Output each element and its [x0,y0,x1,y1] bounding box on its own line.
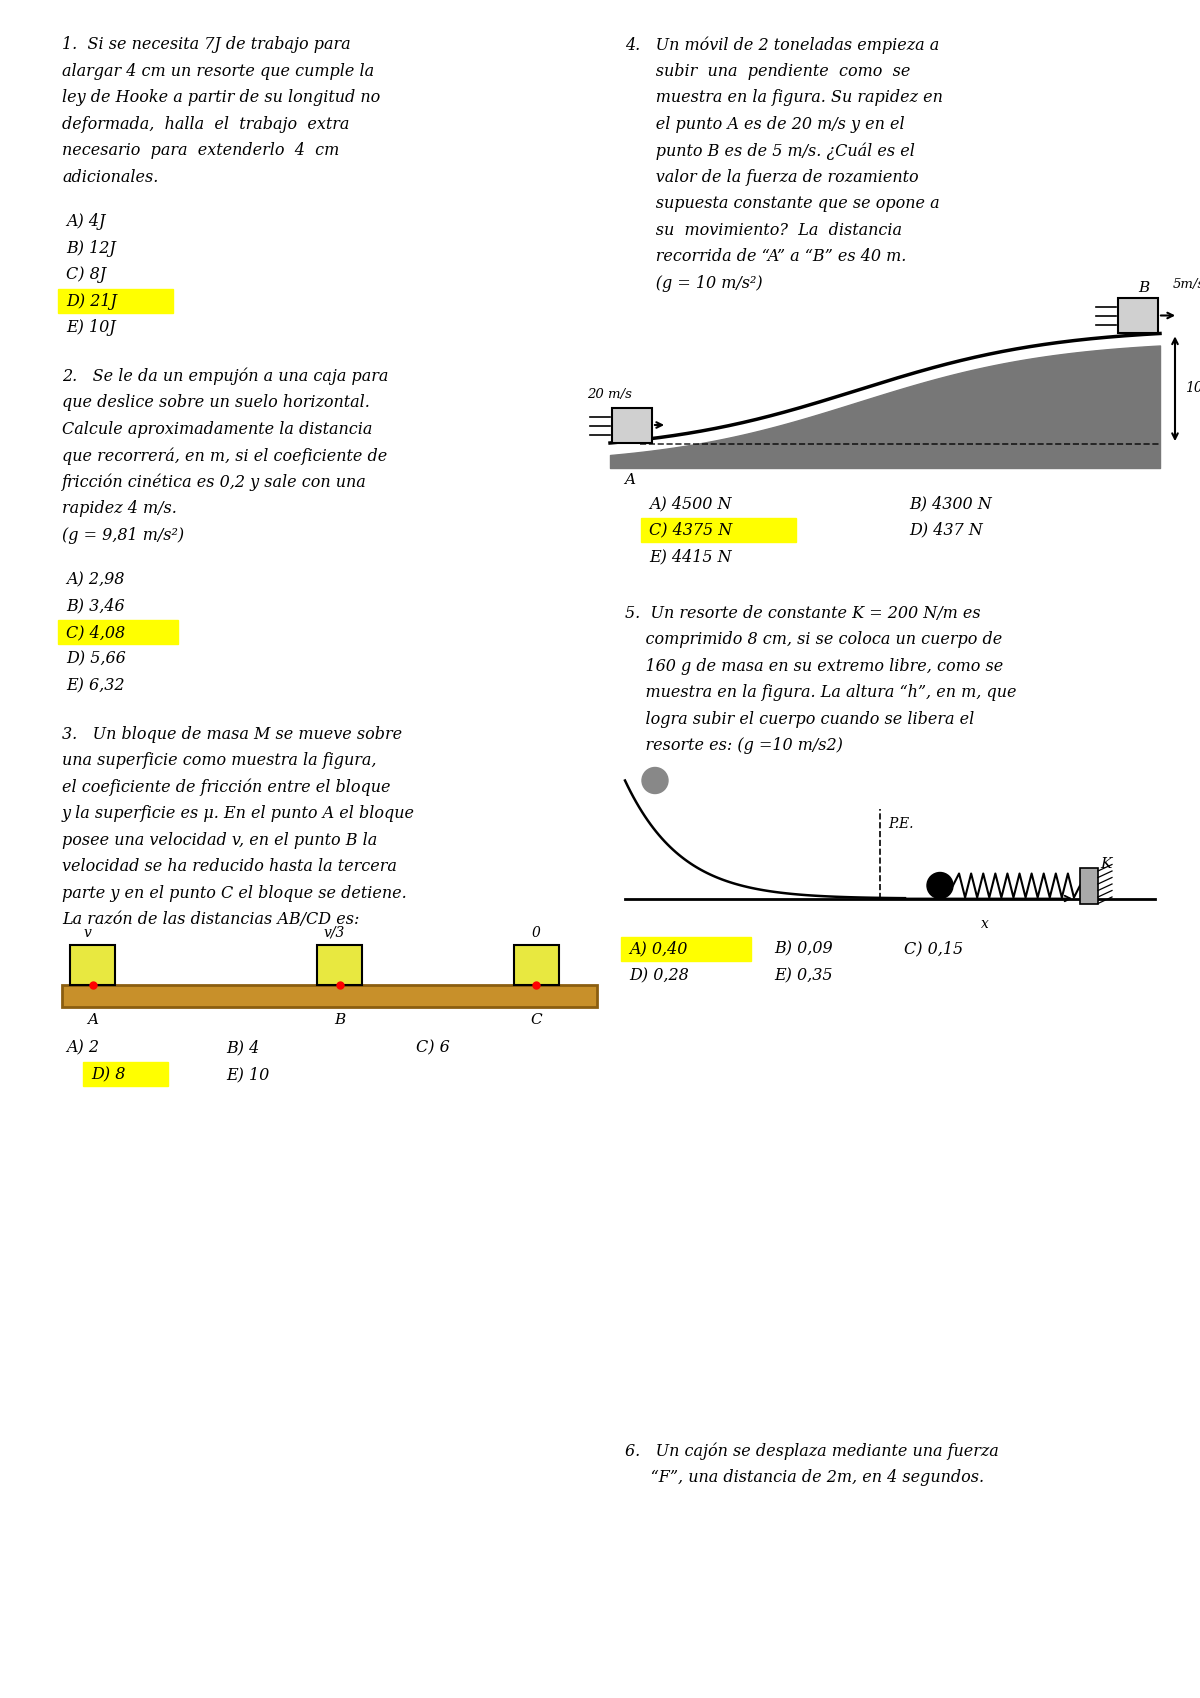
Text: La razón de las distancias AB/CD es:: La razón de las distancias AB/CD es: [62,912,359,929]
Text: A) 0,40: A) 0,40 [629,941,688,958]
FancyBboxPatch shape [622,937,751,961]
FancyBboxPatch shape [641,518,796,542]
Text: deformada,  halla  el  trabajo  extra: deformada, halla el trabajo extra [62,115,349,132]
Text: una superficie como muestra la figura,: una superficie como muestra la figura, [62,752,377,769]
Text: P.E.: P.E. [888,817,913,830]
Circle shape [928,873,953,898]
Text: E) 4415 N: E) 4415 N [649,548,732,565]
FancyBboxPatch shape [58,620,178,644]
Text: A: A [88,1012,98,1027]
Text: parte y en el punto C el bloque se detiene.: parte y en el punto C el bloque se detie… [62,885,407,902]
Text: supuesta constante que se opone a: supuesta constante que se opone a [625,195,940,212]
Text: 3.   Un bloque de masa M se mueve sobre: 3. Un bloque de masa M se mueve sobre [62,725,402,742]
Text: E) 10J: E) 10J [66,319,115,336]
Text: A) 2,98: A) 2,98 [66,571,125,588]
Text: 1.  Si se necesita 7J de trabajo para: 1. Si se necesita 7J de trabajo para [62,36,350,53]
Text: adicionales.: adicionales. [62,168,158,185]
Text: Calcule aproximadamente la distancia: Calcule aproximadamente la distancia [62,421,372,438]
Text: K: K [1100,856,1111,871]
Text: 5.  Un resorte de constante K = 200 N/m es: 5. Un resorte de constante K = 200 N/m e… [625,604,980,621]
Text: 5m/s: 5m/s [1174,278,1200,292]
FancyBboxPatch shape [612,408,652,443]
Text: que deslice sobre un suelo horizontal.: que deslice sobre un suelo horizontal. [62,394,370,411]
Circle shape [642,767,668,793]
Text: subir  una  pendiente  como  se: subir una pendiente como se [625,63,911,80]
Text: el punto A es de 20 m/s y en el: el punto A es de 20 m/s y en el [625,115,905,132]
Text: ley de Hooke a partir de su longitud no: ley de Hooke a partir de su longitud no [62,88,380,105]
FancyBboxPatch shape [317,944,362,985]
FancyBboxPatch shape [62,985,598,1007]
Text: resorte es: (g =10 m/s2): resorte es: (g =10 m/s2) [625,737,842,754]
Text: v/3: v/3 [324,925,346,939]
Text: muestra en la figura. Su rapidez en: muestra en la figura. Su rapidez en [625,88,943,105]
Text: A: A [624,474,636,487]
Text: 4.   Un móvil de 2 toneladas empieza a: 4. Un móvil de 2 toneladas empieza a [625,36,940,54]
Text: D) 8: D) 8 [91,1066,125,1083]
Text: necesario  para  extenderlo  4  cm: necesario para extenderlo 4 cm [62,143,340,160]
Text: x: x [982,917,989,931]
Text: (g = 10 m/s²): (g = 10 m/s²) [625,275,763,292]
FancyBboxPatch shape [83,1061,168,1087]
Text: alargar 4 cm un resorte que cumple la: alargar 4 cm un resorte que cumple la [62,63,374,80]
Text: su  movimiento?  La  distancia: su movimiento? La distancia [625,221,902,238]
Text: punto B es de 5 m/s. ¿Cuál es el: punto B es de 5 m/s. ¿Cuál es el [625,143,914,160]
Text: A) 4J: A) 4J [66,212,106,229]
Text: C) 8J: C) 8J [66,267,106,284]
Text: E) 10: E) 10 [226,1066,269,1083]
Text: posee una velocidad v, en el punto B la: posee una velocidad v, en el punto B la [62,832,377,849]
Text: rapidez 4 m/s.: rapidez 4 m/s. [62,499,176,516]
Text: A) 2: A) 2 [66,1039,98,1056]
Text: C) 6: C) 6 [416,1039,450,1056]
Text: comprimido 8 cm, si se coloca un cuerpo de: comprimido 8 cm, si se coloca un cuerpo … [625,632,1002,649]
Text: C) 4375 N: C) 4375 N [649,521,732,538]
Text: D) 437 N: D) 437 N [910,521,983,538]
Text: E) 0,35: E) 0,35 [774,966,833,985]
FancyBboxPatch shape [1080,868,1098,903]
Text: que recorrerá, en m, si el coeficiente de: que recorrerá, en m, si el coeficiente d… [62,447,388,465]
FancyBboxPatch shape [514,944,559,985]
Text: valor de la fuerza de rozamiento: valor de la fuerza de rozamiento [625,168,919,185]
Text: el coeficiente de fricción entre el bloque: el coeficiente de fricción entre el bloq… [62,778,390,796]
Text: B: B [334,1012,346,1027]
Text: 10m: 10m [1186,382,1200,396]
Text: C: C [530,1012,542,1027]
Text: B) 4300 N: B) 4300 N [910,496,991,513]
Text: muestra en la figura. La altura “h”, en m, que: muestra en la figura. La altura “h”, en … [625,684,1016,701]
Text: “F”, una distancia de 2m, en 4 segundos.: “F”, una distancia de 2m, en 4 segundos. [625,1469,984,1486]
FancyBboxPatch shape [1118,299,1158,333]
Text: 160 g de masa en su extremo libre, como se: 160 g de masa en su extremo libre, como … [625,657,1003,674]
Text: C) 0,15: C) 0,15 [904,941,964,958]
Text: v: v [84,925,91,939]
Text: logra subir el cuerpo cuando se libera el: logra subir el cuerpo cuando se libera e… [625,710,974,727]
Text: recorrida de “A” a “B” es 40 m.: recorrida de “A” a “B” es 40 m. [625,248,906,265]
Text: 20 m/s: 20 m/s [587,389,632,401]
Text: 0: 0 [532,925,541,939]
Text: B) 4: B) 4 [226,1039,259,1056]
Text: D) 21J: D) 21J [66,292,116,309]
Text: D) 5,66: D) 5,66 [66,650,126,667]
FancyBboxPatch shape [70,944,115,985]
Text: A) 4500 N: A) 4500 N [649,496,732,513]
Text: C) 4,08: C) 4,08 [66,623,125,642]
Text: (g = 9,81 m/s²): (g = 9,81 m/s²) [62,526,184,543]
Text: E) 6,32: E) 6,32 [66,678,125,694]
Text: B) 12J: B) 12J [66,239,115,256]
Text: B: B [1138,282,1150,295]
Text: 6.   Un cajón se desplaza mediante una fuerza: 6. Un cajón se desplaza mediante una fue… [625,1443,998,1460]
FancyBboxPatch shape [58,289,173,312]
Text: B) 0,09: B) 0,09 [774,941,833,958]
Text: 2.   Se le da un empujón a una caja para: 2. Se le da un empujón a una caja para [62,367,389,385]
Text: fricción cinética es 0,2 y sale con una: fricción cinética es 0,2 y sale con una [62,474,367,491]
Text: D) 0,28: D) 0,28 [629,966,689,985]
Text: y la superficie es μ. En el punto A el bloque: y la superficie es μ. En el punto A el b… [62,805,415,822]
Text: velocidad se ha reducido hasta la tercera: velocidad se ha reducido hasta la tercer… [62,857,397,874]
Text: B) 3,46: B) 3,46 [66,598,125,615]
